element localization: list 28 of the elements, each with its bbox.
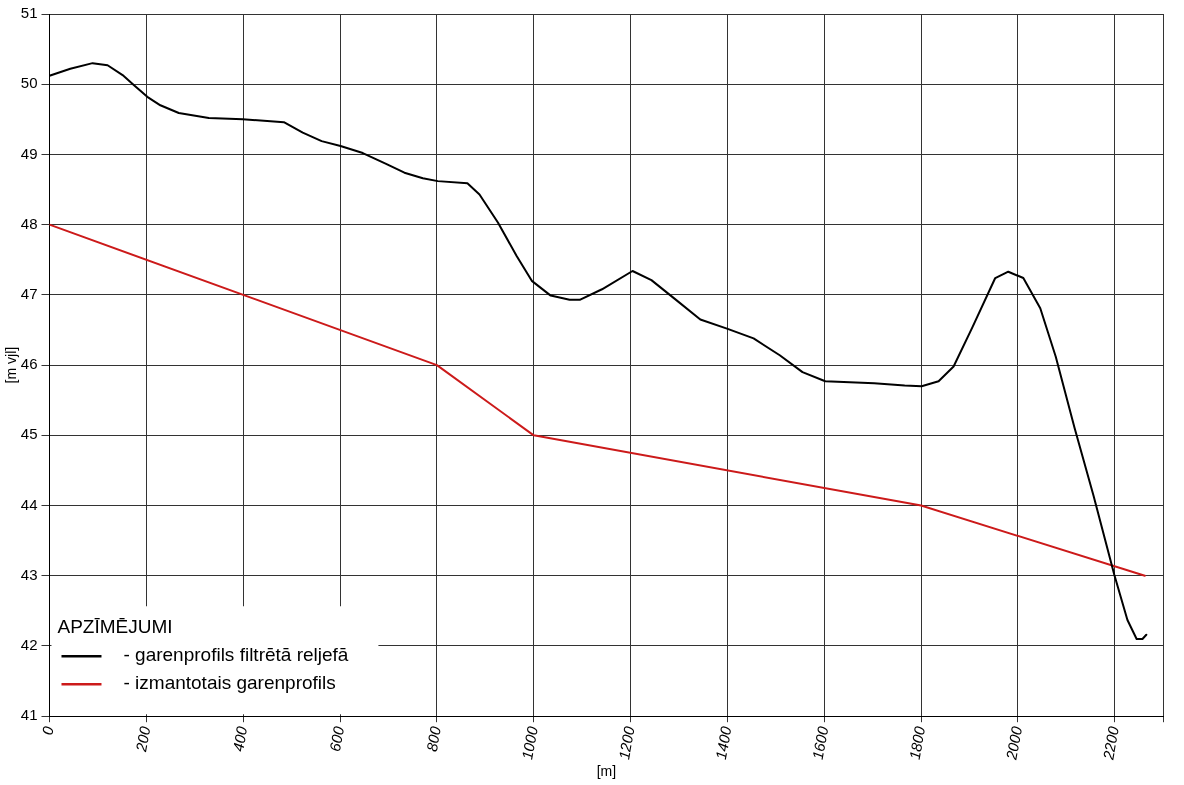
x-tick-label: 1600 xyxy=(808,724,832,761)
y-tick-label: 48 xyxy=(20,214,38,232)
x-axis-title: [m] xyxy=(596,763,617,780)
y-tick-label: 47 xyxy=(20,285,38,303)
x-tick-label: 2000 xyxy=(1002,724,1026,762)
y-tick-label: 42 xyxy=(20,636,38,654)
legend-label: - garenprofils filtrētā reljefā xyxy=(123,644,349,666)
y-axis-title: [m vjl] xyxy=(3,346,20,384)
x-tick-label: 200 xyxy=(132,724,154,754)
x-tick-label: 1200 xyxy=(615,724,638,761)
y-tick-label: 50 xyxy=(20,74,38,92)
y-tick-label: 46 xyxy=(20,355,38,373)
legend-title: APZĪMĒJUMI xyxy=(57,616,173,638)
x-tick-label: 1400 xyxy=(711,724,735,761)
y-tick-label: 43 xyxy=(20,565,38,583)
x-tick-label: 2200 xyxy=(1099,724,1123,762)
x-tick-label: 600 xyxy=(326,724,348,753)
y-tick-label: 44 xyxy=(20,495,38,513)
x-tick-label: 400 xyxy=(229,724,251,753)
y-tick-label: 51 xyxy=(20,4,38,22)
y-tick-label: 49 xyxy=(20,144,38,162)
y-tick-label: 45 xyxy=(20,425,38,443)
x-tick-label: 1800 xyxy=(905,724,929,761)
y-tick-label: 41 xyxy=(20,706,38,724)
x-tick-label: 1000 xyxy=(518,724,541,761)
x-tick-label: 800 xyxy=(422,724,445,753)
legend-label: - izmantotais garenprofils xyxy=(123,672,336,694)
x-tick-label: 0 xyxy=(38,724,57,737)
